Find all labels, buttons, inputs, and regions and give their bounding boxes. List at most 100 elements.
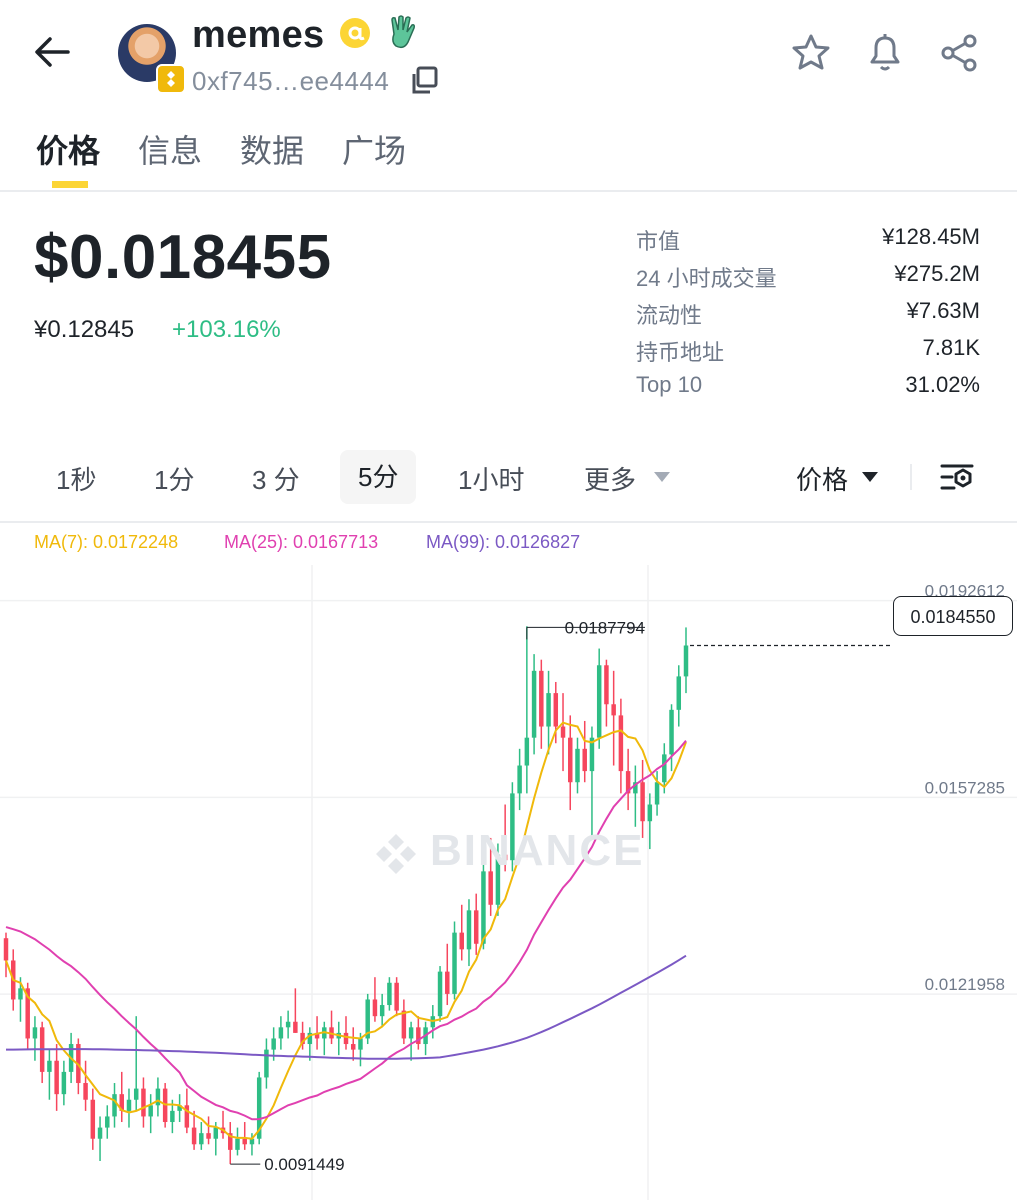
- tab-info[interactable]: 信息: [138, 133, 203, 169]
- candle-body: [141, 1088, 146, 1117]
- candle-body: [90, 1099, 96, 1139]
- ma25-legend: MA(25): 0.0167713: [224, 532, 379, 552]
- candlestick-chart[interactable]: 0.0192612 0.0157285 0.0121958 0.0187794 0.00…: [0, 565, 1017, 1200]
- tab-price[interactable]: 价格: [36, 133, 101, 169]
- interval-1m[interactable]: 1分: [154, 465, 195, 495]
- contract-address: 0xf745…ee4444: [192, 66, 390, 96]
- candle-body: [611, 704, 616, 716]
- candle-body: [481, 871, 486, 944]
- candle-body: [83, 1083, 88, 1100]
- chevron-down-icon[interactable]: [654, 472, 670, 482]
- candle-body: [452, 932, 457, 994]
- candle-body: [97, 1127, 103, 1139]
- share-icon[interactable]: [938, 32, 980, 74]
- candle-body: [589, 737, 595, 772]
- stat-label-market-cap: 市值: [636, 229, 681, 254]
- candle-body: [596, 665, 602, 738]
- candle-body: [647, 804, 653, 822]
- candle-body: [119, 1094, 124, 1111]
- candle-body: [358, 1038, 363, 1050]
- interval-5m[interactable]: 5分: [340, 450, 417, 504]
- token-avatar: [118, 24, 186, 94]
- interval-1h[interactable]: 1小时: [458, 465, 525, 495]
- candle-body: [459, 932, 464, 950]
- divider: [910, 464, 912, 490]
- candle-body: [307, 1032, 313, 1045]
- candle-body: [437, 971, 443, 1017]
- candle-body: [618, 715, 624, 772]
- candle-body: [683, 645, 689, 677]
- token-title: memes: [192, 14, 325, 56]
- candle-body: [242, 1138, 247, 1145]
- candle-body: [343, 1032, 349, 1045]
- low-marker-label: 0.0091449: [264, 1155, 344, 1174]
- copy-icon[interactable]: [408, 64, 440, 96]
- candle-body: [350, 1044, 356, 1050]
- star-icon[interactable]: [790, 32, 832, 74]
- candle-body: [365, 999, 370, 1039]
- candle-body: [177, 1105, 182, 1111]
- price-change: +103.16%: [172, 316, 281, 343]
- candle-body: [54, 1060, 59, 1095]
- candle-body: [473, 910, 479, 944]
- candle-body: [206, 1133, 211, 1139]
- candle-body: [191, 1127, 197, 1145]
- candle-body: [184, 1105, 190, 1128]
- caret-down-icon[interactable]: [862, 472, 878, 482]
- chart-settings-icon[interactable]: [940, 460, 974, 494]
- tab-data[interactable]: 数据: [240, 133, 305, 169]
- ma99-legend: MA(99): 0.0126827: [426, 532, 581, 552]
- candle-body: [278, 1027, 284, 1039]
- candle-body: [199, 1133, 204, 1145]
- high-marker-label: 0.0187794: [565, 618, 645, 637]
- candle-body: [300, 1032, 305, 1045]
- interval-1s[interactable]: 1秒: [56, 465, 97, 495]
- candle-body: [126, 1099, 132, 1111]
- tab-square[interactable]: 广场: [342, 133, 407, 169]
- candle-body: [676, 676, 682, 710]
- candle-body: [18, 988, 23, 1000]
- candle-body: [568, 737, 573, 783]
- price-cny: ¥0.12845: [34, 316, 135, 343]
- candle-body: [625, 771, 631, 794]
- candle-body: [394, 982, 399, 1011]
- interval-3m[interactable]: 3 分: [252, 465, 300, 495]
- ma7-legend: MA(7): 0.0172248: [34, 532, 179, 552]
- ma7-line: [5, 721, 687, 1140]
- candle-body: [640, 782, 645, 822]
- candle-body: [133, 1088, 139, 1100]
- candle-body: [466, 910, 472, 950]
- candle-body: [546, 693, 551, 727]
- chart-top-divider: [0, 521, 1017, 523]
- watermark: BINANCE: [430, 826, 645, 875]
- candle-body: [539, 670, 544, 727]
- interval-more[interactable]: 更多: [584, 465, 637, 495]
- candle-body: [32, 1027, 38, 1039]
- candle-body: [264, 1049, 269, 1078]
- stat-value-top10: 31.02%: [905, 372, 980, 397]
- stat-value-holders: 7.81K: [922, 335, 981, 360]
- tabs-divider: [0, 190, 1017, 192]
- candle-body: [228, 1133, 233, 1150]
- candle-body: [213, 1127, 219, 1139]
- candle-body: [249, 1138, 255, 1145]
- candle-body: [582, 748, 587, 772]
- candle-body: [662, 754, 667, 783]
- candle-body: [372, 999, 378, 1017]
- candle-body: [553, 693, 559, 727]
- candle-body: [105, 1116, 110, 1128]
- candle-body: [654, 782, 660, 805]
- binance-watermark-logo: [376, 834, 416, 874]
- stat-label-holders: 持币地址: [636, 340, 725, 365]
- candle-body: [148, 1105, 153, 1117]
- candle-body: [445, 971, 450, 994]
- candle-body: [256, 1077, 262, 1139]
- price-type-select[interactable]: 价格: [796, 465, 849, 495]
- y-tick-label: 0.0192612: [925, 582, 1005, 601]
- bell-icon[interactable]: [864, 30, 906, 74]
- candle-body: [669, 709, 674, 755]
- bnb-chain-icon: [156, 64, 186, 94]
- back-arrow-icon[interactable]: [30, 30, 74, 74]
- candle-body: [524, 737, 530, 766]
- y-tick-label: 0.0121958: [925, 975, 1005, 994]
